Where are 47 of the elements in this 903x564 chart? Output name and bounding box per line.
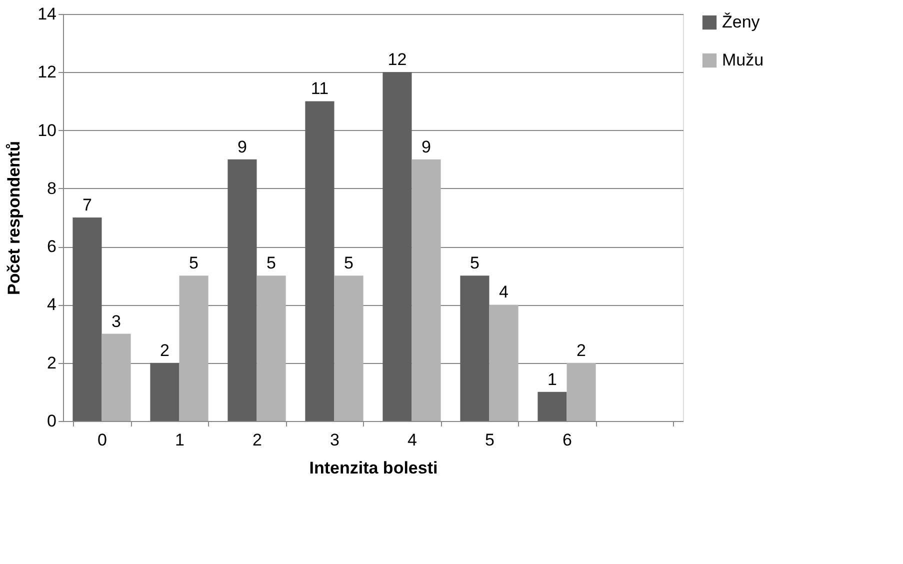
y-tick-label: 2 [47, 353, 56, 372]
bar [228, 159, 257, 421]
bar [72, 218, 102, 421]
data-label: 9 [237, 137, 247, 156]
bar [179, 276, 208, 421]
data-label: 5 [266, 254, 276, 273]
bar [334, 276, 364, 421]
bar [256, 276, 286, 421]
bar [538, 392, 567, 421]
x-tick-label: 1 [175, 430, 184, 450]
bar [305, 101, 334, 421]
y-tick-label: 0 [47, 412, 56, 430]
data-label: 11 [310, 79, 329, 98]
x-axis-title: Intenzita bolesti [309, 458, 438, 478]
y-tick-label: 10 [38, 120, 56, 140]
data-label: 2 [160, 340, 170, 360]
bar [382, 72, 412, 421]
y-axis-title: Počet respondentů [4, 141, 24, 295]
data-label: 5 [189, 254, 199, 273]
y-tick-label: 12 [38, 62, 56, 82]
x-tick-label: 4 [408, 430, 417, 450]
y-tick-label: 8 [47, 178, 56, 198]
bar [412, 159, 441, 421]
bar [150, 362, 180, 421]
legend-label: Mužu [722, 50, 764, 70]
data-label: 1 [547, 370, 557, 389]
data-label: 5 [344, 254, 354, 273]
data-label: 2 [576, 340, 586, 360]
x-tick-label: 2 [252, 430, 262, 450]
data-label: 9 [422, 137, 432, 156]
y-tick-label: 6 [47, 237, 56, 256]
x-tick-label: 0 [98, 430, 107, 450]
bar [102, 334, 131, 421]
legend-label: Ženy [722, 12, 760, 32]
bar [460, 276, 490, 421]
bar [489, 304, 518, 421]
data-label: 7 [82, 196, 92, 214]
data-label: 4 [499, 282, 509, 302]
data-label: 12 [388, 50, 407, 70]
y-tick-label: 14 [38, 4, 56, 24]
data-label: 3 [112, 312, 122, 331]
data-label: 5 [470, 254, 480, 273]
y-tick-label: 4 [47, 295, 56, 314]
x-tick-label: 5 [485, 430, 494, 450]
x-tick-label: 6 [562, 430, 572, 450]
x-tick-label: 3 [330, 430, 340, 450]
bar [566, 362, 596, 421]
